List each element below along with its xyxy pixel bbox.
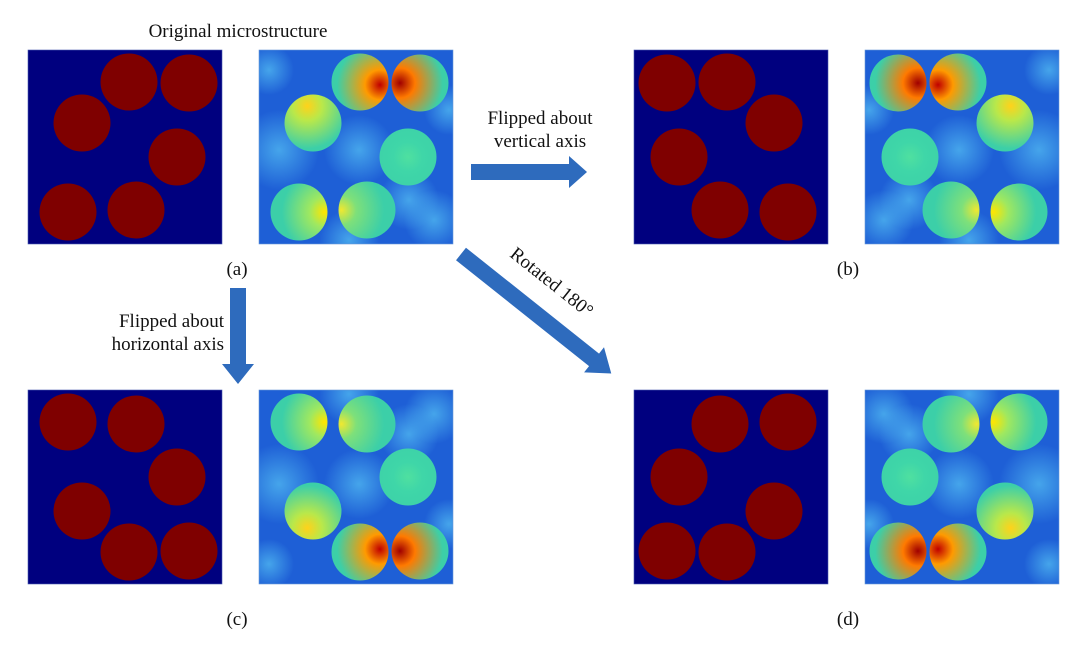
field-inclusion	[379, 128, 437, 186]
inclusion	[160, 522, 218, 580]
field-inclusion	[881, 448, 939, 506]
field-map-d	[864, 389, 1060, 585]
field-inclusion	[881, 128, 939, 186]
inclusion	[745, 482, 803, 540]
panel-label-b: (b)	[837, 259, 859, 280]
inclusion	[39, 183, 97, 241]
microstructure-d	[633, 389, 829, 585]
arrow-flip-vertical: Flipped about vertical axis	[471, 108, 593, 188]
field-inclusion	[976, 482, 1034, 540]
field-inclusion	[929, 523, 987, 581]
arrow-diagonal-icon	[456, 247, 612, 374]
arrow-right-icon	[471, 156, 587, 188]
field-glow	[924, 115, 994, 185]
inclusion	[650, 448, 708, 506]
field-inclusion	[929, 53, 987, 111]
inclusion	[53, 94, 111, 152]
microstructure-c	[27, 389, 223, 585]
field-inclusion	[331, 523, 389, 581]
inclusion	[100, 523, 158, 581]
field-inclusion	[331, 53, 389, 111]
field-inclusion	[990, 183, 1048, 241]
inclusion	[745, 94, 803, 152]
inclusion	[107, 395, 165, 453]
inclusion	[698, 53, 756, 111]
arrow-rotate-180: Rotated 180°	[456, 243, 612, 374]
inclusion	[650, 128, 708, 186]
inclusion	[759, 183, 817, 241]
field-inclusion	[869, 522, 927, 580]
inclusion	[691, 181, 749, 239]
inclusion	[759, 393, 817, 451]
inclusion	[691, 395, 749, 453]
inclusion	[638, 54, 696, 112]
field-inclusion	[284, 94, 342, 152]
field-glow	[259, 50, 294, 95]
microstructure-a	[27, 49, 223, 245]
field-glow	[324, 449, 394, 519]
inclusion	[638, 522, 696, 580]
inclusion	[39, 393, 97, 451]
inclusion	[107, 181, 165, 239]
microstructure-b	[633, 49, 829, 245]
field-inclusion	[338, 181, 396, 239]
field-inclusion	[379, 448, 437, 506]
field-glow	[1024, 539, 1059, 584]
arrow-right-label-line1: Flipped about	[487, 108, 593, 129]
field-inclusion	[270, 183, 328, 241]
field-inclusion	[922, 395, 980, 453]
panel-label-a: (a)	[226, 259, 247, 280]
inclusion	[698, 523, 756, 581]
arrow-down-label-line1: Flipped about	[119, 311, 225, 332]
arrow-down-label-line2: horizontal axis	[112, 334, 224, 355]
field-map-c	[258, 389, 454, 585]
arrow-down-icon	[222, 288, 254, 384]
field-inclusion	[284, 482, 342, 540]
figure-title: Original microstructure	[149, 21, 328, 42]
inclusion	[148, 448, 206, 506]
panel-label-c: (c)	[226, 609, 247, 630]
field-map-a	[258, 49, 454, 245]
field-inclusion	[338, 395, 396, 453]
field-glow	[924, 449, 994, 519]
field-glow	[324, 115, 394, 185]
field-inclusion	[869, 54, 927, 112]
panels	[27, 49, 1060, 585]
arrow-right-label-line2: vertical axis	[494, 131, 586, 152]
field-inclusion	[270, 393, 328, 451]
field-inclusion	[976, 94, 1034, 152]
field-inclusion	[990, 393, 1048, 451]
inclusion	[160, 54, 218, 112]
field-inclusion	[391, 522, 449, 580]
panel-label-d: (d)	[837, 609, 859, 630]
inclusion	[100, 53, 158, 111]
inclusion	[53, 482, 111, 540]
field-inclusion	[922, 181, 980, 239]
inclusion	[148, 128, 206, 186]
field-map-b	[864, 49, 1060, 245]
field-inclusion	[391, 54, 449, 112]
arrow-flip-horizontal: Flipped about horizontal axis	[112, 288, 254, 384]
field-glow	[1024, 50, 1059, 95]
field-glow	[259, 539, 294, 584]
